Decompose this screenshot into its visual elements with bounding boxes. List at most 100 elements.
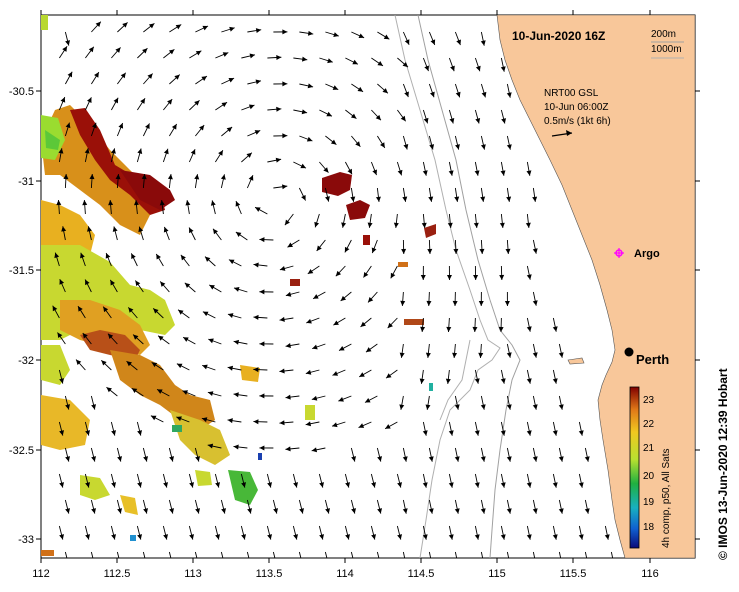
current-arrowhead [183, 337, 189, 342]
sst-patch [290, 279, 300, 286]
colorbar-tick: 21 [643, 443, 655, 454]
current-arrowhead [448, 482, 454, 488]
current-arrowhead [479, 248, 485, 254]
current-arrowhead [255, 28, 262, 34]
current-arrowhead [377, 508, 382, 514]
current-arrowhead [279, 316, 285, 322]
current-arrowhead [163, 226, 169, 233]
current-arrowhead [301, 194, 306, 201]
current-arrowhead [150, 415, 157, 421]
y-tick-label: -32.5 [9, 445, 34, 457]
current-arrowhead [185, 200, 191, 206]
current-arrowhead [241, 534, 246, 540]
current-arrowhead [506, 92, 512, 98]
current-arrowhead [473, 274, 479, 280]
current-arrowhead [584, 508, 590, 514]
current-arrowhead [526, 534, 532, 540]
current-arrowhead [325, 560, 330, 565]
current-arrowhead [358, 423, 365, 428]
current-arrowhead [447, 222, 453, 228]
current-arrowhead [142, 48, 148, 54]
current-arrowhead [184, 282, 191, 289]
colorbar-tick: 18 [643, 522, 655, 533]
current-arrowhead [248, 104, 255, 110]
current-arrowhead [143, 456, 148, 462]
rottnest-island [567, 357, 585, 365]
current-arrowhead [558, 456, 564, 462]
current-arrowhead [85, 482, 90, 488]
current-arrowhead [552, 534, 558, 540]
current-arrowhead [375, 114, 381, 121]
current-arrowhead [421, 222, 427, 228]
current-arrowhead [448, 534, 454, 540]
current-arrow [64, 551, 68, 558]
current-arrowhead [446, 326, 452, 332]
current-arrowhead [500, 534, 506, 540]
current-arrowhead [91, 456, 96, 462]
current-arrowhead [429, 144, 435, 150]
current-arrowhead [77, 306, 83, 312]
current-arrowhead [137, 482, 142, 488]
current-arrowhead [301, 56, 308, 62]
current-arrowhead [273, 508, 278, 514]
current-arrowhead [313, 294, 319, 299]
current-arrowhead [65, 560, 70, 565]
current-arrowhead [382, 88, 388, 94]
current-arrowhead [338, 396, 344, 402]
current-arrowhead [156, 253, 161, 260]
sst-patch [429, 383, 433, 391]
current-arrowhead [213, 228, 219, 235]
current-arrowhead [267, 482, 272, 488]
current-arrowhead [190, 149, 196, 155]
current-arrow [142, 551, 146, 558]
current-arrowhead [386, 373, 392, 379]
current-arrowhead [480, 404, 486, 410]
current-arrowhead [158, 335, 164, 341]
current-arrowhead [552, 326, 558, 332]
current-arrowhead [118, 123, 124, 129]
sst-patch [120, 170, 175, 210]
current-arrowhead [275, 157, 282, 163]
current-arrowhead [332, 371, 339, 376]
current-arrowhead [385, 424, 391, 429]
current-arrowhead [293, 482, 298, 488]
current-arrowhead [235, 232, 242, 237]
sst-patch [363, 235, 370, 245]
current-arrowhead [202, 25, 209, 31]
current-arrowhead [377, 560, 382, 565]
current-arrowhead [117, 456, 122, 462]
sst-patch [404, 319, 424, 325]
current-arrowhead [404, 39, 410, 45]
isobath-label-200m: 200m [651, 29, 676, 40]
current-arrowhead [390, 272, 396, 279]
argo-marker [614, 248, 624, 258]
current-arrowhead [419, 378, 425, 384]
current-arrowhead [368, 297, 374, 303]
current-arrowhead [473, 222, 479, 228]
current-arrowhead [233, 392, 239, 398]
current-arrowhead [105, 253, 111, 259]
current-arrowhead [425, 404, 431, 410]
current-arrowhead [201, 76, 207, 81]
credit-line: © IMOS 13-Jun-2020 12:39 Hobart [716, 368, 730, 560]
sst-patch [120, 495, 138, 515]
current-arrowhead [480, 456, 486, 462]
current-arrowhead [307, 83, 314, 89]
current-arrowhead [115, 47, 121, 53]
current-arrowhead [67, 71, 73, 78]
current-arrowhead [91, 122, 97, 129]
current-arrowhead [167, 99, 173, 105]
colorbar-tick: 20 [643, 471, 655, 482]
current-arrowhead [375, 196, 381, 202]
current-arrowhead [428, 508, 434, 514]
current-arrowhead [604, 534, 610, 540]
current-arrowhead [446, 274, 452, 280]
land-mass [496, 15, 695, 558]
y-axis: -30.5 -31 -31.5 -32 -32.5 -33 [9, 86, 34, 546]
current-arrow [454, 551, 458, 558]
current-arrowhead [301, 109, 308, 115]
sst-patch [41, 395, 90, 450]
current-arrowhead [339, 346, 345, 351]
current-arrowhead [163, 482, 168, 488]
current-arrowhead [169, 560, 174, 565]
